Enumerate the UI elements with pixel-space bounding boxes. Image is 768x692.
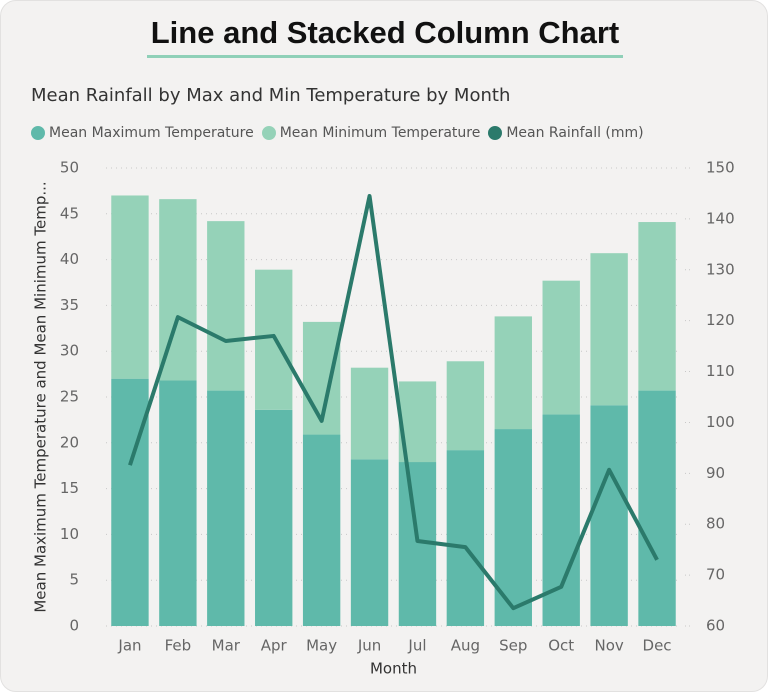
bar xyxy=(350,367,389,460)
chart-title: Mean Rainfall by Max and Min Temperature… xyxy=(31,85,511,106)
x-tick-label: Nov xyxy=(594,637,623,655)
y-tick-label: 10 xyxy=(60,525,79,543)
line xyxy=(128,193,659,611)
bar xyxy=(446,450,485,626)
bar xyxy=(590,405,628,626)
y2-tick-label: 90 xyxy=(706,464,725,482)
bar xyxy=(638,390,676,626)
bar xyxy=(207,221,245,391)
legend-label: Mean Maximum Temperature xyxy=(49,125,254,141)
y-tick-label: 40 xyxy=(60,250,79,268)
x-axis-title: Month xyxy=(370,660,417,678)
y-tick-label: 25 xyxy=(60,388,79,406)
y-tick-label: 20 xyxy=(60,433,79,451)
bar xyxy=(446,361,485,451)
y-tick-label: 5 xyxy=(69,571,79,589)
bar xyxy=(350,459,389,626)
bar xyxy=(494,316,532,430)
legend-label: Mean Rainfall (mm) xyxy=(506,125,644,141)
bar xyxy=(111,195,149,379)
x-tick-label: Jun xyxy=(357,637,381,655)
legend-item: Mean Minimum Temperature xyxy=(261,125,481,141)
y2-tick-label: 100 xyxy=(706,413,735,431)
y2-tick-label: 130 xyxy=(706,260,735,278)
x-tick-label: Aug xyxy=(451,637,480,655)
y-tick-label: 0 xyxy=(69,617,79,635)
y-tick-label: 35 xyxy=(60,296,79,314)
y2-tick-label: 140 xyxy=(706,209,735,227)
x-tick-label: May xyxy=(306,637,337,655)
legend-item: Mean Rainfall (mm) xyxy=(488,125,644,141)
bar xyxy=(207,390,245,626)
bar xyxy=(111,378,149,626)
page-title-wrap: Line and Stacked Column Chart xyxy=(1,15,767,58)
y2-tick-label: 60 xyxy=(706,617,725,635)
bar xyxy=(542,280,580,415)
x-tick-label: Feb xyxy=(165,637,192,655)
bar xyxy=(494,429,532,626)
bar xyxy=(590,253,628,406)
y-tick-label: 50 xyxy=(60,159,79,177)
bar xyxy=(638,222,676,391)
bar xyxy=(302,434,341,626)
x-tick-label: Apr xyxy=(261,637,288,655)
page-title: Line and Stacked Column Chart xyxy=(146,15,624,58)
y-axis-title: Mean Maximum Temperature and Mean Minimu… xyxy=(32,181,50,612)
y2-tick-label: 120 xyxy=(706,311,735,329)
x-tick-label: Oct xyxy=(548,637,574,655)
x-tick-label: Dec xyxy=(643,637,672,655)
legend-marker xyxy=(261,126,276,140)
y2-tick-label: 110 xyxy=(706,362,735,380)
legend-marker xyxy=(31,126,45,140)
y2-tick-label: 70 xyxy=(706,566,725,584)
x-tick-label: Mar xyxy=(212,637,241,655)
legend-marker xyxy=(488,126,503,140)
y2-tick-label: 150 xyxy=(706,159,735,177)
bar xyxy=(255,409,293,626)
y-tick-label: 45 xyxy=(60,204,79,222)
legend: Mean Maximum Temperature Mean Minimum Tem… xyxy=(31,125,644,141)
x-tick-label: Sep xyxy=(499,637,527,655)
y-tick-label: 30 xyxy=(60,342,79,360)
x-tick-label: Jul xyxy=(407,637,426,655)
bar xyxy=(159,380,197,626)
y-tick-label: 15 xyxy=(60,479,79,497)
legend-label: Mean Minimum Temperature xyxy=(279,125,481,141)
chart: 0 5 10 15 20 25 30 35 40 45 50 60 70 80 90 100 110 120 130… xyxy=(32,159,735,678)
y2-tick-label: 80 xyxy=(706,515,725,533)
legend-item: Mean Maximum Temperature xyxy=(31,125,254,141)
x-tick-label: Jan xyxy=(117,637,141,655)
